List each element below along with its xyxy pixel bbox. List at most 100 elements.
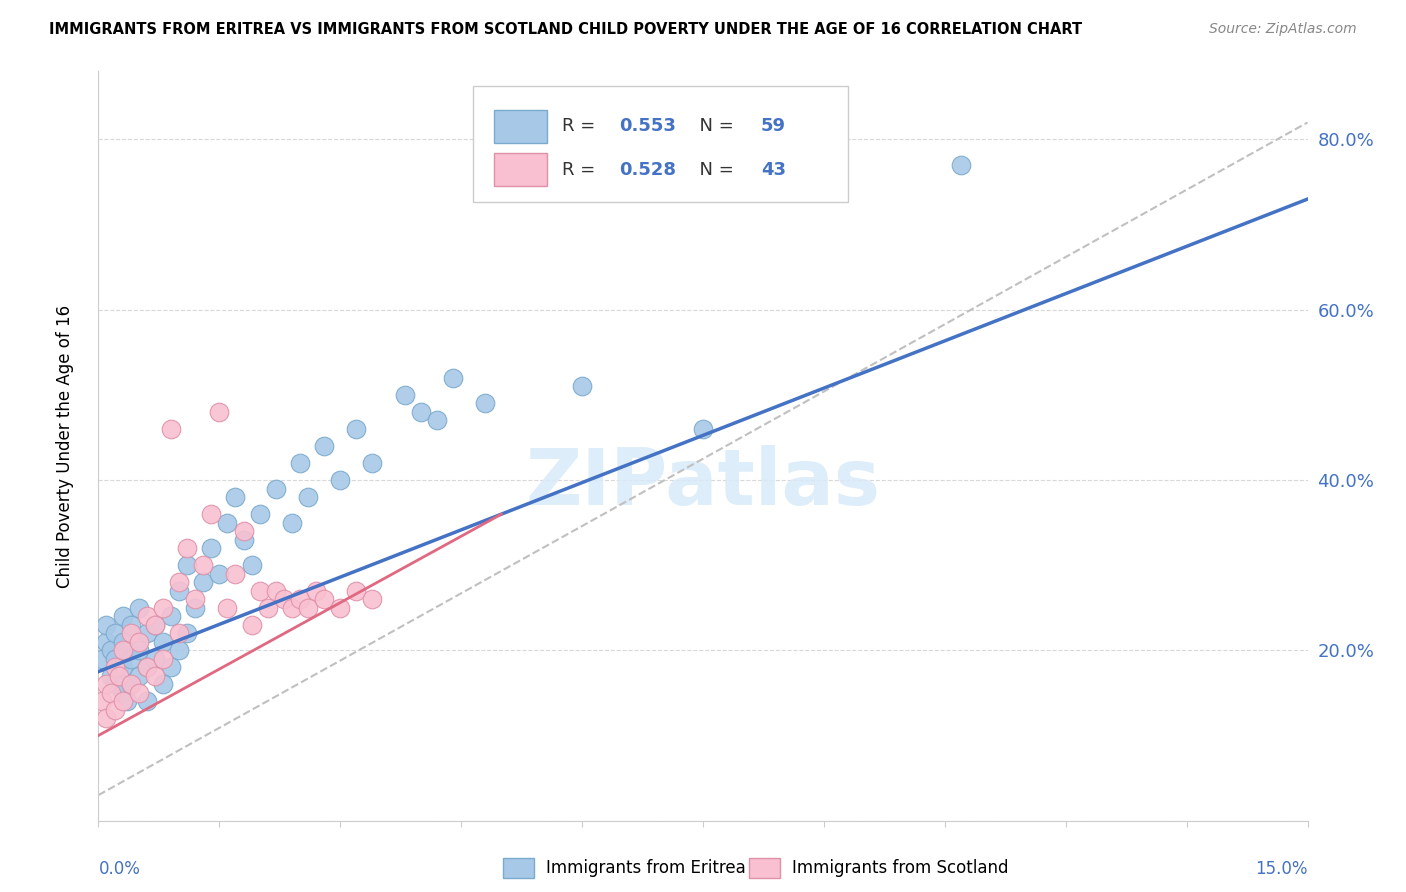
Point — [474, 396, 496, 410]
Point — [167, 583, 190, 598]
Point — [96, 711, 118, 725]
Point — [281, 600, 304, 615]
Text: Immigrants from Scotland: Immigrants from Scotland — [792, 859, 1008, 877]
Point — [240, 558, 263, 573]
Point — [193, 558, 215, 573]
Text: N =: N = — [689, 161, 740, 179]
Point — [111, 643, 134, 657]
Point — [571, 379, 593, 393]
Point — [128, 643, 150, 657]
Point — [288, 592, 311, 607]
Point — [111, 660, 134, 674]
Point — [100, 643, 122, 657]
Point — [91, 652, 114, 666]
Point — [103, 703, 125, 717]
Point — [329, 600, 352, 615]
Point — [107, 669, 129, 683]
Point — [135, 694, 157, 708]
Point — [361, 456, 384, 470]
Point — [176, 558, 198, 573]
Y-axis label: Child Poverty Under the Age of 16: Child Poverty Under the Age of 16 — [56, 304, 75, 588]
FancyBboxPatch shape — [474, 87, 848, 202]
Point — [409, 405, 432, 419]
Text: 0.553: 0.553 — [620, 118, 676, 136]
Point — [232, 533, 254, 547]
Point — [314, 592, 336, 607]
Point — [167, 643, 190, 657]
Point — [120, 677, 142, 691]
Point — [200, 507, 222, 521]
Point — [135, 660, 157, 674]
Point — [305, 583, 328, 598]
Point — [152, 652, 174, 666]
Point — [949, 158, 972, 172]
Point — [208, 566, 231, 581]
Point — [344, 583, 367, 598]
Point — [103, 626, 125, 640]
Point — [329, 473, 352, 487]
Point — [107, 660, 129, 674]
FancyBboxPatch shape — [494, 110, 547, 143]
Point — [441, 371, 464, 385]
Point — [152, 677, 174, 691]
Point — [143, 652, 166, 666]
Point — [91, 694, 114, 708]
Point — [100, 686, 122, 700]
Point — [200, 541, 222, 556]
Text: R =: R = — [561, 118, 600, 136]
Point — [135, 660, 157, 674]
Point — [120, 677, 142, 691]
Point — [135, 609, 157, 624]
Point — [160, 422, 183, 436]
Point — [232, 524, 254, 538]
Point — [176, 626, 198, 640]
Point — [103, 652, 125, 666]
Point — [160, 660, 183, 674]
Point — [193, 575, 215, 590]
Point — [184, 600, 207, 615]
Point — [167, 626, 190, 640]
Text: 0.0%: 0.0% — [98, 860, 141, 878]
Point — [128, 686, 150, 700]
Point — [249, 507, 271, 521]
Point — [281, 516, 304, 530]
Text: R =: R = — [561, 161, 600, 179]
Point — [135, 626, 157, 640]
Point — [115, 643, 138, 657]
Point — [176, 541, 198, 556]
Point — [143, 617, 166, 632]
Point — [314, 439, 336, 453]
Point — [297, 600, 319, 615]
Point — [96, 617, 118, 632]
Point — [160, 609, 183, 624]
Point — [692, 422, 714, 436]
Point — [128, 600, 150, 615]
Text: 0.528: 0.528 — [620, 161, 676, 179]
FancyBboxPatch shape — [494, 153, 547, 186]
Point — [208, 405, 231, 419]
Point — [288, 456, 311, 470]
Point — [111, 694, 134, 708]
Point — [120, 626, 142, 640]
Point — [111, 609, 134, 624]
Point — [96, 677, 118, 691]
Point — [111, 635, 134, 649]
Point — [361, 592, 384, 607]
Point — [128, 635, 150, 649]
Text: IMMIGRANTS FROM ERITREA VS IMMIGRANTS FROM SCOTLAND CHILD POVERTY UNDER THE AGE : IMMIGRANTS FROM ERITREA VS IMMIGRANTS FR… — [49, 22, 1083, 37]
Point — [249, 583, 271, 598]
Point — [100, 669, 122, 683]
Point — [217, 516, 239, 530]
Point — [143, 669, 166, 683]
Point — [256, 600, 278, 615]
Text: Source: ZipAtlas.com: Source: ZipAtlas.com — [1209, 22, 1357, 37]
Point — [120, 617, 142, 632]
Text: Immigrants from Eritrea: Immigrants from Eritrea — [546, 859, 745, 877]
Text: 43: 43 — [761, 161, 786, 179]
Point — [273, 592, 295, 607]
Text: N =: N = — [689, 118, 740, 136]
Point — [111, 686, 134, 700]
Point — [264, 482, 287, 496]
Point — [167, 575, 190, 590]
Point — [120, 652, 142, 666]
